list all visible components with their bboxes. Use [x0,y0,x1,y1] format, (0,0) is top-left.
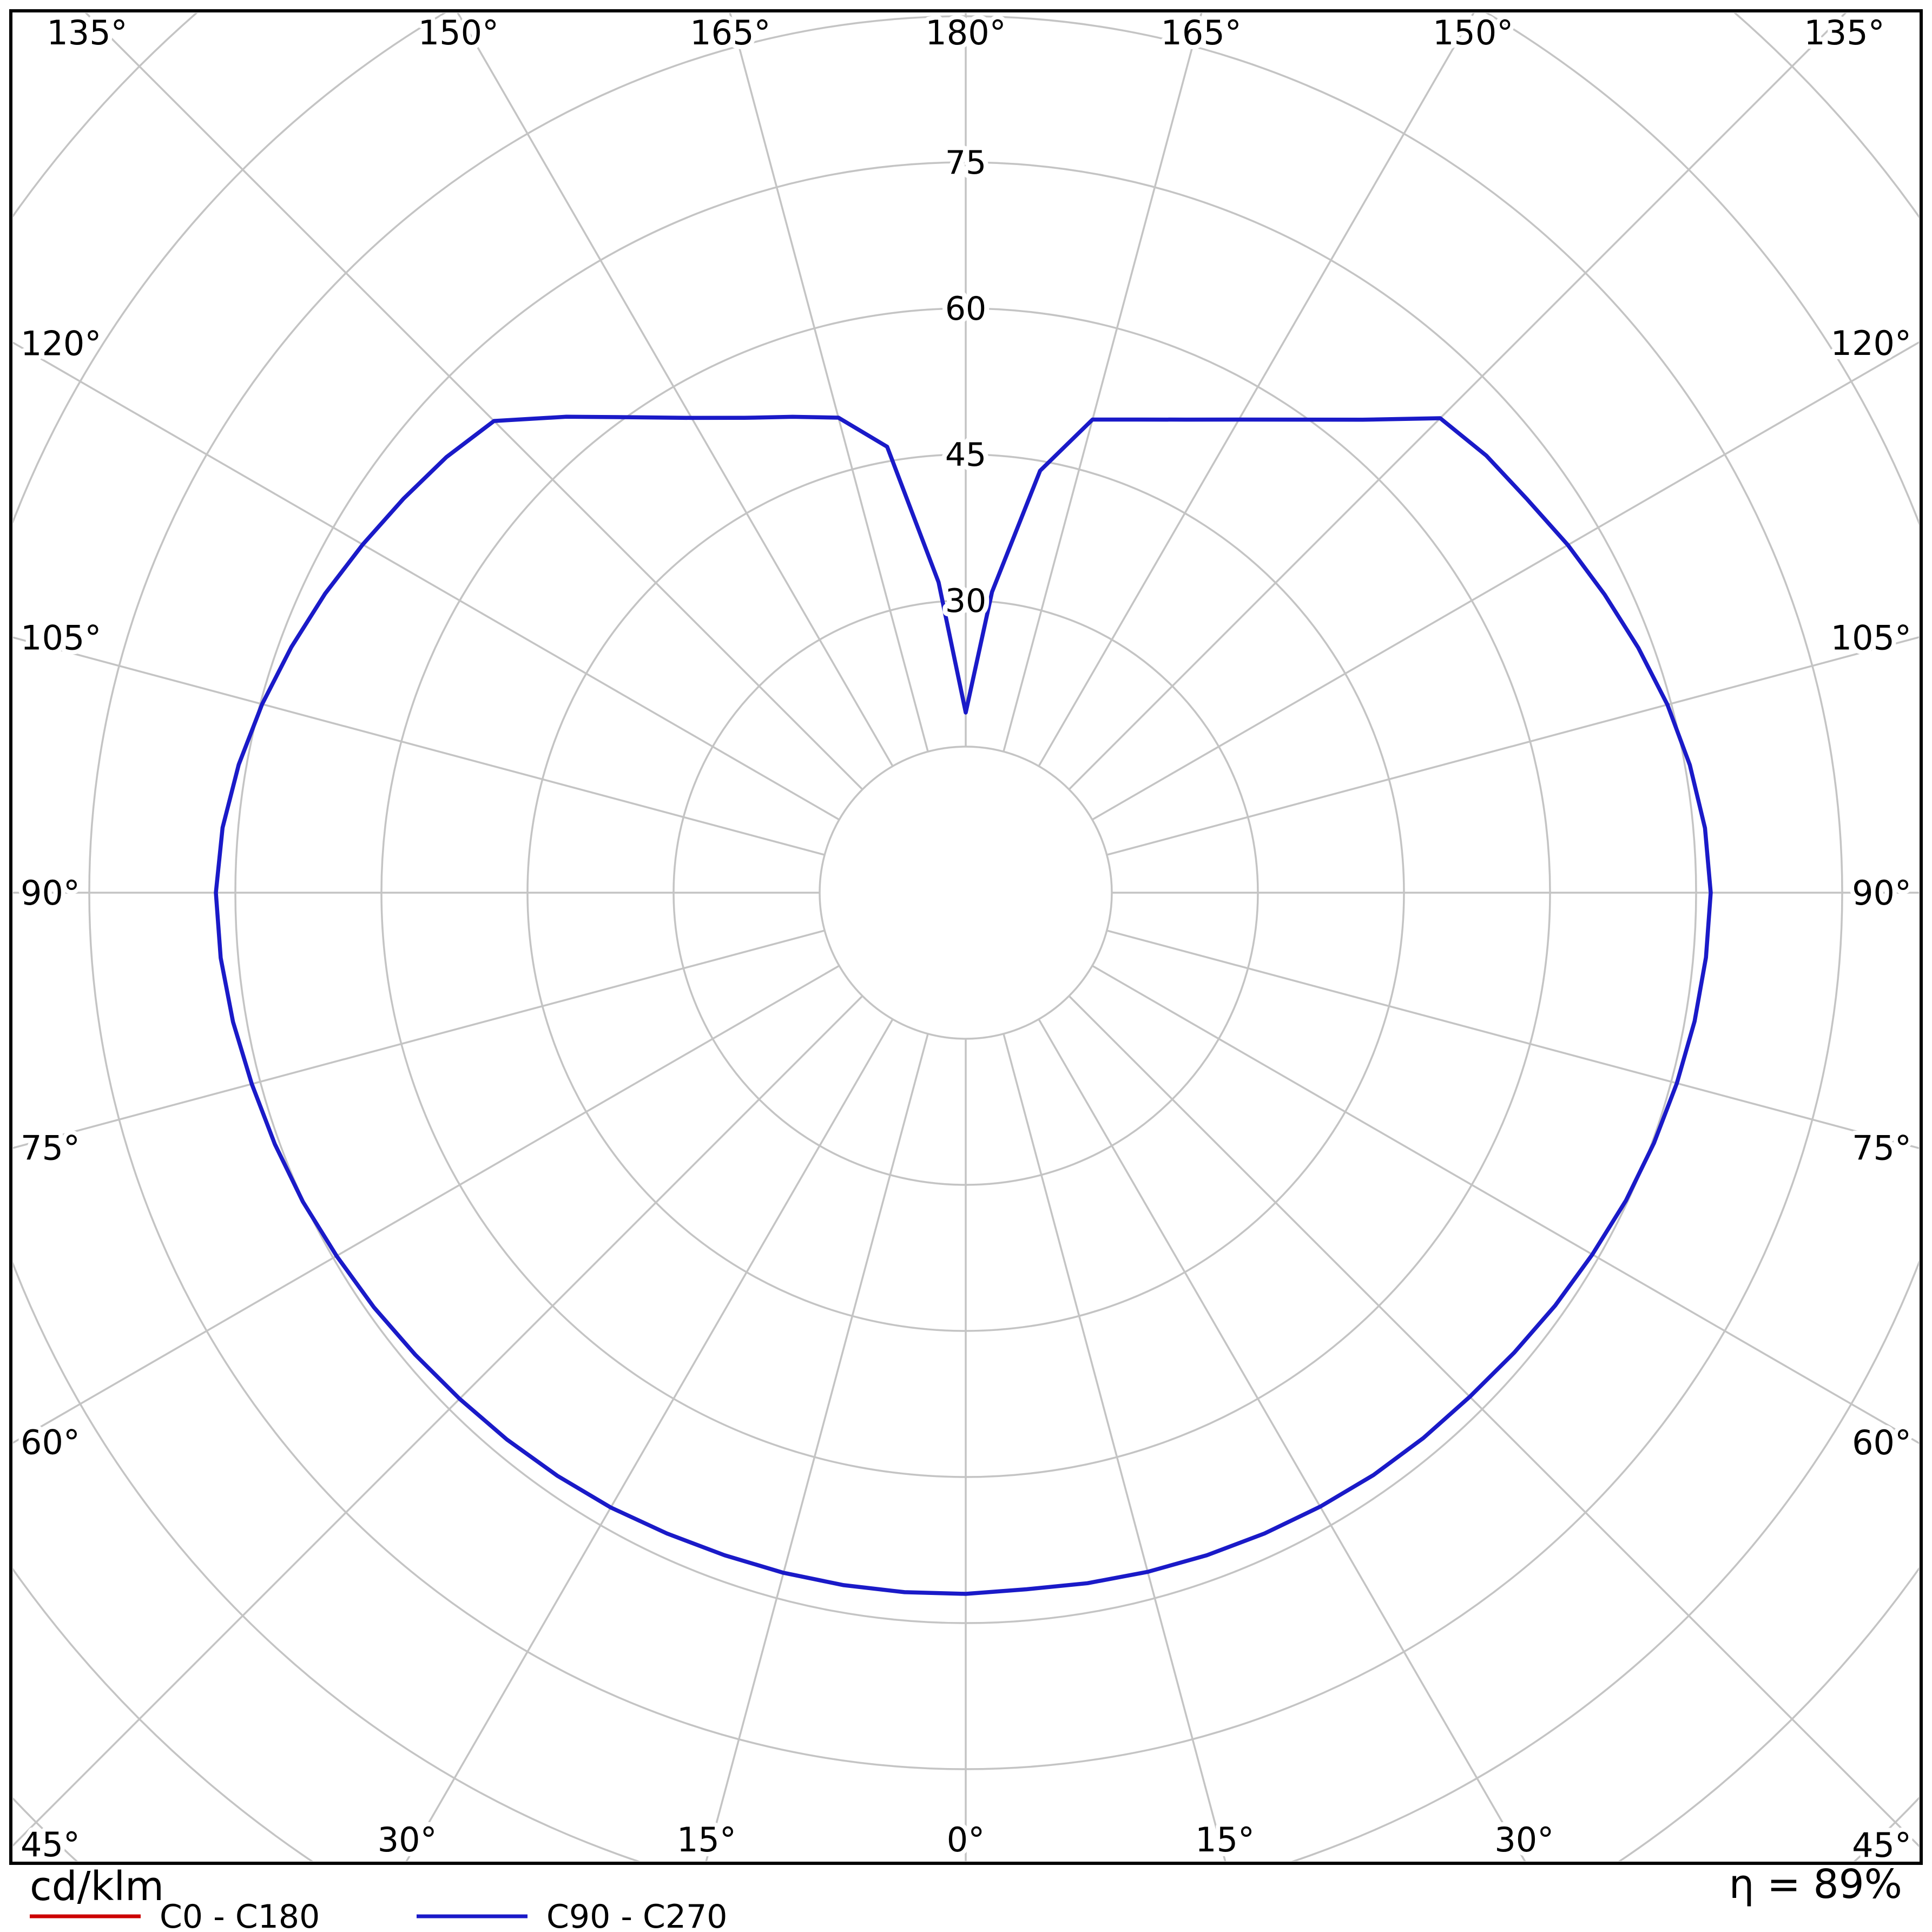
angle-label: 105° [21,618,101,658]
angle-label: 45° [1852,1825,1911,1865]
axis-labels: 0° 15° 15° 30° 30° 45° 45° 60° 60° 75° 75° 90° 90° 10… [16,9,1916,1869]
angle-label: 90° [1852,873,1911,913]
grid-spoke [1068,13,1847,790]
ring-value-label: 60 [945,290,986,328]
grid-spoke [405,1018,894,1861]
grid-spoke [1091,965,1919,1445]
ring-value-label: 45 [945,436,986,474]
grid-spoke [705,1033,929,1861]
intensity-curves [214,414,1713,1596]
angle-label: 150° [1433,13,1513,52]
grid-spoke [13,929,825,1149]
efficiency-label: η = 89% [1729,1861,1902,1908]
angle-label: 60° [21,1423,80,1462]
intensity-curve-c90-c270 [214,414,1713,1596]
grid-spoke [457,13,894,767]
grid-spoke [729,13,929,752]
grid-spoke [1003,13,1203,752]
angle-label: 150° [418,13,499,52]
angle-label: 30° [378,1820,437,1860]
angle-label: 180° [925,13,1006,52]
angle-label: 75° [1852,1129,1911,1168]
grid-spoke [1038,1018,1526,1861]
angle-label: 15° [677,1820,736,1860]
legend-label-c0-c180: C0 - C180 [160,1898,320,1932]
units-label: cd/klm [30,1863,164,1910]
grid-ring [819,746,1113,1040]
ring-value-label: 30 [945,582,986,620]
angle-label: 105° [1831,618,1911,657]
angle-label: 135° [47,13,127,52]
angle-label: 90° [21,873,80,913]
angle-label: 120° [1831,324,1911,363]
angle-label: 30° [1494,1820,1554,1860]
chart-border [9,9,1923,1865]
angle-label: 165° [1160,13,1241,52]
ring-value-label: 75 [945,144,986,182]
grid-spoke [84,13,863,790]
angle-label: 75° [21,1128,80,1168]
grid-spoke [1091,341,1919,821]
angle-label: 60° [1852,1423,1911,1462]
legend-label-c90-c270: C90 - C270 [546,1898,727,1932]
angle-label: 165° [690,13,770,52]
grid-spoke [1068,995,1919,1848]
angle-label: 135° [1804,13,1884,52]
angle-label: 45° [21,1825,80,1864]
grid-spoke [13,965,840,1444]
legend: C0 - C180 C90 - C270 [30,1898,727,1932]
angle-label: 15° [1195,1820,1255,1860]
grid-spoke [1038,13,1475,767]
grid-spoke [1106,929,1919,1149]
grid-spoke [13,995,863,1847]
grid-spoke [13,341,840,821]
grid-spoke [1003,1033,1227,1861]
grid-spoke [13,636,825,856]
angle-label: 120° [21,324,101,363]
angle-label: 0° [947,1820,985,1860]
grid-spoke [1106,636,1919,856]
